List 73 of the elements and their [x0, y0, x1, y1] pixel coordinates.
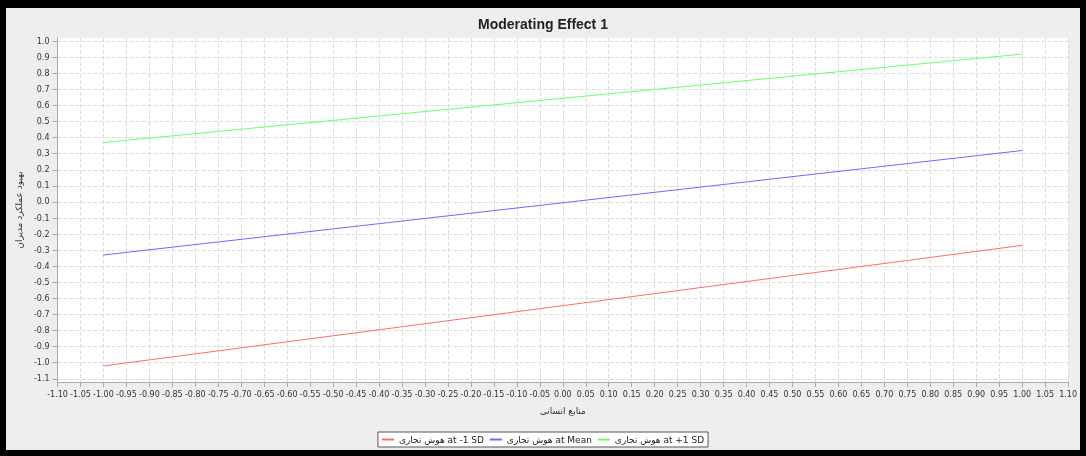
- x-tick-label: 0.50: [783, 389, 802, 399]
- y-tick-label: 0.4: [36, 133, 50, 143]
- x-tick-label: -1.00: [93, 389, 114, 399]
- x-tick-label: 0.85: [944, 389, 963, 399]
- y-tick-label: -0.6: [33, 293, 50, 303]
- y-tick-label: 0.7: [36, 84, 50, 94]
- x-tick-label: -0.40: [368, 389, 390, 399]
- x-tick-label: 0.60: [829, 389, 848, 399]
- x-tick-label: -0.90: [139, 389, 160, 399]
- legend-label: هوش تجاری at -1 SD: [398, 434, 484, 445]
- x-tick-label: 0.25: [668, 389, 687, 399]
- y-tick-label: -0.7: [33, 309, 50, 319]
- chart-title: Moderating Effect 1: [478, 16, 609, 32]
- x-tick-label: -0.60: [276, 389, 298, 399]
- y-tick-label: 1.0: [36, 36, 50, 46]
- y-axis-title: بهبود عملکرد مدیران: [13, 171, 24, 249]
- y-tick-label: 0.0: [36, 197, 50, 207]
- x-tick-label: -0.30: [414, 389, 436, 399]
- y-tick-label: -1.1: [33, 374, 50, 384]
- y-tick-label: -0.4: [33, 261, 50, 271]
- x-tick-label: 0.75: [898, 389, 917, 399]
- y-tick-label: -0.3: [33, 245, 50, 255]
- x-tick-label: -1.10: [47, 389, 68, 399]
- x-tick-label: 0.35: [714, 389, 733, 399]
- x-axis-title: منابع انسانی: [539, 405, 587, 416]
- legend-label: هوش تجاری at +1 SD: [614, 434, 705, 445]
- x-tick-label: -0.15: [483, 389, 505, 399]
- y-tick-label: 0.2: [36, 165, 50, 175]
- x-tick-label: 0.65: [852, 389, 871, 399]
- x-tick-label: -0.85: [162, 389, 183, 399]
- x-tick-label: 0.45: [760, 389, 779, 399]
- x-tick-label: 1.00: [1013, 389, 1032, 399]
- x-tick-label: -0.50: [322, 389, 344, 399]
- x-tick-label: -1.05: [70, 389, 91, 399]
- x-tick-label: 0.05: [576, 389, 595, 399]
- x-tick-label: -0.10: [506, 389, 528, 399]
- x-tick-label: -0.45: [345, 389, 367, 399]
- x-tick-label: -0.65: [253, 389, 275, 399]
- x-tick-label: -0.55: [299, 389, 321, 399]
- y-tick-label: -0.1: [33, 213, 50, 223]
- y-tick-label: 0.1: [36, 181, 50, 191]
- x-tick-label: 0.80: [921, 389, 940, 399]
- x-tick-label: 0.90: [967, 389, 986, 399]
- x-tick-label: -0.35: [391, 389, 413, 399]
- x-tick-label: -0.70: [230, 389, 252, 399]
- y-tick-label: 0.8: [36, 68, 50, 78]
- y-tick-label: -0.5: [33, 277, 50, 287]
- x-tick-label: 0.00: [553, 389, 572, 399]
- x-tick-label: 0.55: [806, 389, 825, 399]
- x-tick-label: 1.10: [1059, 389, 1077, 399]
- x-tick-label: 0.30: [691, 389, 710, 399]
- x-tick-label: 0.20: [645, 389, 664, 399]
- x-tick-label: 0.15: [622, 389, 641, 399]
- y-tick-label: -1.0: [33, 358, 50, 368]
- legend-label: هوش تجاری at Mean: [506, 434, 592, 445]
- x-tick-label: -0.95: [116, 389, 137, 399]
- x-tick-label: 0.70: [875, 389, 894, 399]
- x-tick-label: -0.05: [529, 389, 551, 399]
- y-tick-label: 0.6: [36, 101, 50, 111]
- y-tick-label: -0.2: [33, 229, 50, 239]
- x-tick-label: -0.75: [207, 389, 229, 399]
- y-tick-label: 0.3: [36, 149, 50, 159]
- x-tick-label: 0.95: [990, 389, 1009, 399]
- x-tick-label: -0.80: [184, 389, 206, 399]
- x-tick-label: 1.05: [1036, 389, 1055, 399]
- x-tick-label: -0.20: [460, 389, 482, 399]
- x-tick-label: 0.40: [737, 389, 756, 399]
- y-tick-label: -0.8: [33, 326, 50, 336]
- y-tick-label: 0.5: [36, 117, 50, 127]
- x-tick-label: -0.25: [437, 389, 459, 399]
- x-tick-label: 0.10: [599, 389, 618, 399]
- y-tick-label: 0.9: [36, 52, 50, 62]
- y-tick-label: -0.9: [33, 342, 50, 352]
